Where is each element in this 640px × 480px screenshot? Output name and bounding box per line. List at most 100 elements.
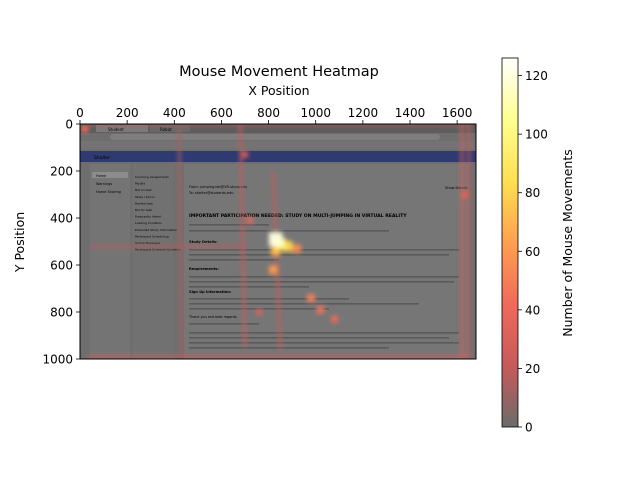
email-heading: IMPORTANT PARTICIPATION NEEDED: STUDY ON…	[189, 213, 407, 219]
plot-area: Student Robot Shalter Home Warnings Home…	[80, 124, 476, 359]
submenu-item: Bid for task	[135, 208, 152, 212]
email-from: From: jumping.lab@VR-study.edu	[189, 185, 247, 189]
heat-cell	[330, 315, 339, 323]
x-axis-label: X Position	[248, 83, 309, 98]
email-section: Requirements:	[189, 267, 219, 271]
heat-cell	[292, 244, 302, 253]
x-tick-label: 400	[163, 106, 186, 120]
sidebar-item: Home	[96, 174, 106, 178]
y-tick-label: 1000	[42, 353, 73, 367]
site-banner-label: Shalter	[94, 155, 110, 161]
show-details: Show Details	[445, 186, 468, 190]
email-body-line	[189, 347, 389, 349]
x-axis: 0 200 400 600 800 1000 1200 1400 1600	[76, 106, 472, 124]
heat-cell	[268, 232, 283, 246]
y-tick-label: 0	[65, 118, 73, 132]
heat-cell	[255, 308, 263, 316]
background-screenshot: Student Robot Shalter Home Warnings Home…	[80, 124, 476, 359]
email-section: Sign Up Information:	[189, 290, 232, 294]
email-section: Study Details:	[189, 240, 218, 244]
colorbar-tick-label: 120	[525, 69, 548, 83]
browser-tab	[150, 125, 190, 132]
submenu	[133, 164, 173, 359]
y-axis-label: Y Position	[12, 212, 27, 273]
colorbar-tick-label: 20	[525, 362, 540, 376]
email-body-line	[189, 254, 449, 256]
colorbar-axis: 0 20 40 60 80 100 120	[518, 69, 548, 435]
chart-title: Mouse Movement Heatmap	[179, 64, 379, 80]
heat-cell	[460, 191, 468, 198]
submenu-item: Extended Study Information	[135, 228, 177, 232]
email-body-line	[189, 342, 459, 344]
submenu-item: Tasks I bid on	[134, 195, 155, 199]
x-tick-label: 200	[116, 106, 139, 120]
submenu-item: Participant Schedule Guideline	[135, 248, 181, 252]
browser-tab-label: Student	[108, 127, 124, 132]
colorbar-tick-label: 0	[525, 421, 533, 435]
submenu-item: Review task	[135, 201, 153, 205]
colorbar-label: Number of Mouse Movements	[560, 149, 575, 336]
email-body-line	[189, 337, 449, 339]
heat-cell	[316, 305, 325, 314]
browser-tab	[96, 125, 148, 132]
email-body-line	[189, 332, 459, 334]
submenu-item: My Bid	[135, 182, 145, 186]
heat-path	[238, 124, 247, 348]
colorbar-tick-label: 60	[525, 245, 540, 259]
y-tick-label: 400	[50, 212, 73, 226]
colorbar-tick-label: 40	[525, 303, 540, 317]
email-body-line	[189, 249, 459, 251]
submenu-item: Participant Scheduling	[135, 234, 169, 238]
heat-cell	[268, 265, 278, 275]
x-tick-label: 1600	[442, 106, 473, 120]
email-body-line	[189, 281, 454, 283]
heat-cell	[246, 216, 254, 224]
browser-tab-label: Robot	[160, 127, 172, 132]
email-body-line	[189, 286, 309, 288]
y-axis: 0 200 400 600 800 1000	[42, 118, 80, 367]
x-tick-label: 1000	[300, 106, 331, 120]
submenu-item: Frequently Asked	[135, 215, 161, 219]
email-body-line	[189, 323, 259, 325]
heat-cell	[81, 125, 89, 133]
x-tick-label: 1200	[348, 106, 379, 120]
heat-cell	[241, 151, 249, 158]
address-bar	[110, 134, 440, 140]
colorbar-tick-label: 80	[525, 186, 540, 200]
colorbar	[501, 57, 519, 428]
sidebar	[90, 164, 130, 359]
y-tick-label: 800	[50, 306, 73, 320]
submenu-item: Loading Condition	[135, 221, 162, 225]
email-body-line	[189, 259, 279, 261]
plot-frame	[79, 123, 477, 360]
submenu-item: Bid on task	[135, 188, 152, 192]
x-tick-label: 0	[76, 106, 84, 120]
bookmarks-bar	[80, 141, 476, 149]
heat-cell	[270, 246, 281, 256]
email-body-line	[189, 230, 389, 232]
y-tick-label: 600	[50, 259, 73, 273]
y-tick-label: 200	[50, 165, 73, 179]
site-banner	[80, 151, 476, 162]
sidebar-item: Warnings	[96, 182, 112, 186]
email-body-line	[189, 298, 349, 300]
x-tick-label: 800	[257, 106, 280, 120]
email-body-line	[189, 224, 269, 226]
x-tick-label: 600	[210, 106, 233, 120]
submenu-item: Incoming assignments	[135, 175, 169, 179]
email-panel	[184, 164, 469, 359]
email-to: To: shelter@students.edu	[188, 191, 234, 195]
heatmap-layer	[81, 124, 472, 359]
heat-cell	[307, 293, 315, 302]
heat-path	[177, 128, 183, 355]
email-body-line	[189, 303, 419, 305]
heat-cell	[282, 241, 293, 252]
submenu-item: Online Messages	[135, 241, 161, 245]
x-tick-label: 1400	[395, 106, 426, 120]
email-signoff: Thank you and best regards,	[188, 315, 238, 319]
colorbar-tick-label: 100	[525, 128, 548, 142]
sidebar-item: Home Sharing	[96, 190, 121, 194]
heat-path	[271, 170, 282, 350]
email-body-line	[189, 276, 459, 278]
